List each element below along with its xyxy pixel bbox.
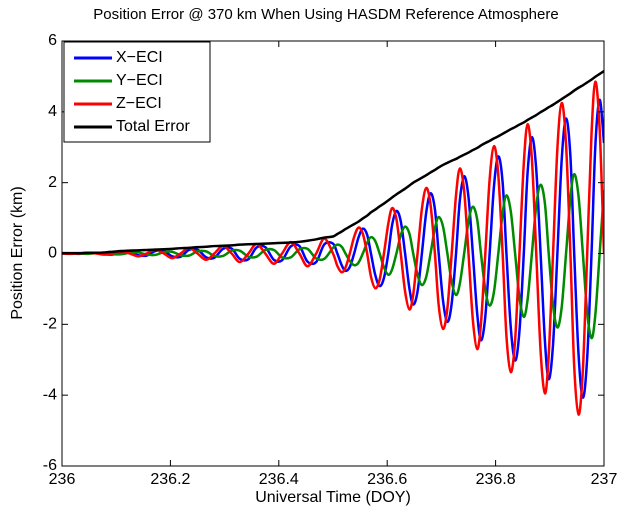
y-tick-label: -4 bbox=[43, 386, 57, 403]
legend-label: X−ECI bbox=[116, 49, 163, 66]
y-tick-label: -2 bbox=[43, 316, 57, 333]
x-tick-label: 236.8 bbox=[476, 471, 516, 488]
y-tick-label: 4 bbox=[48, 103, 57, 120]
x-axis-label: Universal Time (DOY) bbox=[255, 489, 411, 506]
chart-title: Position Error @ 370 km When Using HASDM… bbox=[93, 6, 558, 23]
y-tick-label: 2 bbox=[48, 174, 57, 191]
y-tick-label: 0 bbox=[48, 245, 57, 262]
y-tick-label: 6 bbox=[48, 32, 57, 49]
x-tick-label: 236.6 bbox=[367, 471, 407, 488]
series-line bbox=[62, 98, 604, 399]
legend-label: Z−ECI bbox=[116, 95, 162, 112]
legend-label: Total Error bbox=[116, 118, 190, 135]
plot-lines bbox=[62, 70, 604, 416]
y-tick-label: -6 bbox=[43, 457, 57, 474]
series-line bbox=[62, 80, 604, 416]
series-line bbox=[62, 172, 604, 340]
x-tick-label: 236.4 bbox=[259, 471, 299, 488]
x-tick-label: 236.2 bbox=[150, 471, 190, 488]
x-tick-label: 236 bbox=[49, 471, 76, 488]
x-tick-label: 237 bbox=[591, 471, 618, 488]
series-line bbox=[62, 70, 604, 255]
legend-label: Y−ECI bbox=[116, 72, 163, 89]
y-axis-label: Position Error (km) bbox=[9, 186, 26, 319]
